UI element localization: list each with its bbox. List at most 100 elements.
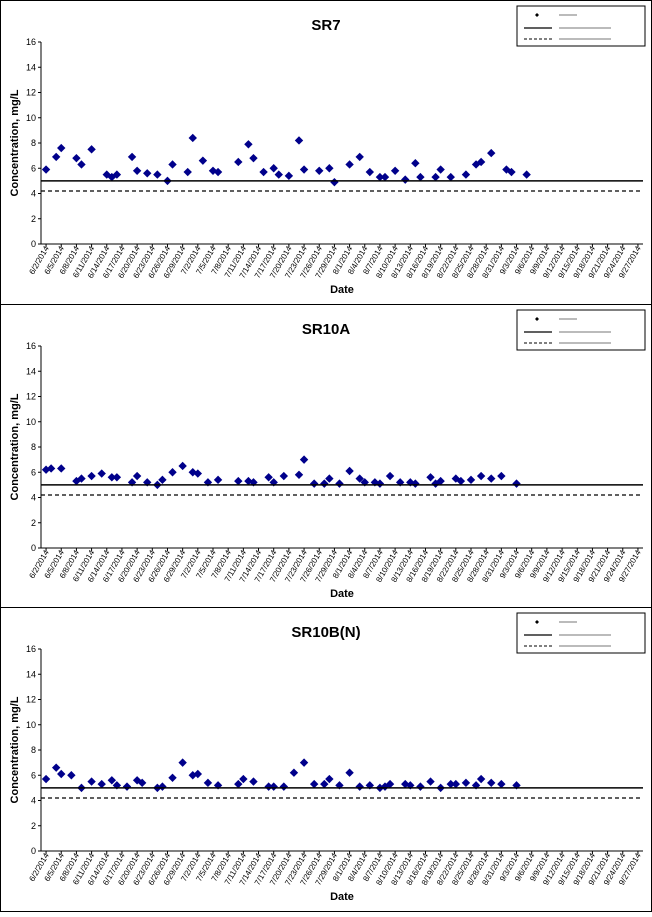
data-point bbox=[299, 758, 309, 767]
data-point bbox=[436, 476, 445, 486]
data-point bbox=[107, 776, 117, 785]
y-axis-label: Concentration, mg/L bbox=[9, 696, 21, 803]
data-point bbox=[67, 771, 76, 780]
data-point bbox=[97, 469, 106, 478]
data-point bbox=[375, 479, 385, 488]
data-point bbox=[512, 479, 521, 488]
y-tick-label: 2 bbox=[31, 518, 36, 528]
data-point bbox=[390, 166, 400, 175]
data-point bbox=[112, 473, 122, 482]
legend-marker-symbol bbox=[535, 13, 539, 17]
data-point bbox=[476, 157, 486, 167]
data-point bbox=[77, 160, 86, 169]
legend bbox=[516, 612, 646, 654]
y-tick-label: 6 bbox=[31, 163, 36, 173]
y-tick-label: 8 bbox=[31, 442, 36, 452]
data-point bbox=[335, 479, 344, 488]
data-point bbox=[451, 779, 461, 789]
chart-title: SR7 bbox=[311, 17, 340, 34]
y-tick-label: 4 bbox=[31, 493, 36, 503]
chart-title: SR10A bbox=[302, 321, 351, 338]
data-point bbox=[264, 473, 273, 482]
chart-sr7: SR702468101214166/2/20146/5/20146/8/2014… bbox=[9, 5, 646, 296]
data-point bbox=[77, 474, 86, 483]
data-point bbox=[309, 479, 319, 488]
data-point bbox=[522, 170, 531, 179]
data-point bbox=[234, 157, 243, 167]
data-point bbox=[168, 468, 177, 477]
data-point bbox=[294, 136, 304, 145]
data-point bbox=[476, 471, 486, 481]
data-point bbox=[320, 479, 329, 488]
data-point bbox=[309, 779, 319, 789]
data-point bbox=[274, 170, 283, 179]
y-tick-label: 0 bbox=[31, 846, 36, 856]
y-tick-label: 10 bbox=[26, 417, 36, 427]
data-series bbox=[41, 455, 521, 490]
y-tick-label: 10 bbox=[26, 113, 36, 123]
data-point bbox=[487, 148, 496, 158]
data-point bbox=[476, 774, 486, 784]
data-point bbox=[279, 471, 289, 481]
y-axis-label: Concentration, mg/L bbox=[9, 393, 21, 500]
x-axis-label: Date bbox=[330, 588, 354, 600]
data-point bbox=[365, 167, 375, 177]
data-point bbox=[487, 474, 496, 483]
data-point bbox=[249, 777, 258, 786]
data-point bbox=[497, 779, 506, 789]
y-tick-label: 8 bbox=[31, 745, 36, 755]
data-point bbox=[279, 782, 289, 791]
data-point bbox=[385, 471, 395, 481]
y-tick-label: 14 bbox=[26, 366, 36, 376]
data-point bbox=[213, 475, 223, 485]
y-tick-label: 6 bbox=[31, 467, 36, 477]
y-tick-label: 6 bbox=[31, 770, 36, 780]
y-tick-label: 14 bbox=[26, 62, 36, 72]
data-point bbox=[57, 143, 66, 153]
data-point bbox=[213, 167, 223, 177]
data-point bbox=[72, 153, 81, 163]
chart-panel-sr10a: SR10A 0 2 4 6 8 10 12 14 16 6/2/2014 6/5/2014 6/8/20… bbox=[1, 304, 651, 608]
data-point bbox=[401, 175, 410, 184]
data-point bbox=[380, 172, 390, 182]
data-point bbox=[411, 479, 420, 488]
data-point bbox=[320, 779, 329, 789]
data-point bbox=[461, 170, 471, 179]
data-point bbox=[487, 778, 496, 788]
data-point bbox=[355, 474, 364, 483]
data-point bbox=[102, 170, 111, 179]
data-point bbox=[325, 164, 334, 173]
y-tick-label: 10 bbox=[26, 720, 36, 730]
legend-marker-symbol bbox=[535, 317, 539, 321]
data-point bbox=[284, 171, 294, 181]
data-point bbox=[87, 145, 96, 154]
data-point bbox=[188, 133, 197, 143]
data-point bbox=[132, 166, 142, 175]
data-point bbox=[466, 475, 476, 485]
data-point bbox=[325, 474, 334, 483]
data-point bbox=[355, 782, 364, 791]
data-point bbox=[345, 768, 354, 777]
y-tick-label: 2 bbox=[31, 214, 36, 224]
data-point bbox=[461, 778, 471, 788]
chart-panel-sr10bn: SR10B(N) 0 2 4 6 8 10 12 14 16 6/2/2014 6/5/2014 6/8… bbox=[1, 607, 651, 912]
data-series bbox=[41, 758, 521, 793]
data-point bbox=[87, 777, 96, 786]
data-point bbox=[426, 777, 435, 786]
data-point bbox=[299, 455, 309, 464]
data-point bbox=[416, 782, 425, 791]
data-point bbox=[178, 461, 187, 471]
y-axis-label: Concentration, mg/L bbox=[9, 89, 21, 196]
data-point bbox=[57, 464, 66, 473]
chart-title: SR10B(N) bbox=[291, 624, 360, 641]
y-tick-label: 16 bbox=[26, 37, 36, 47]
data-point bbox=[97, 779, 106, 789]
y-tick-label: 8 bbox=[31, 138, 36, 148]
chart-panel-sr7: SR7 0 2 4 6 8 10 12 14 16 6/2/2014 6/5/2014 6/8/2014… bbox=[1, 1, 651, 304]
data-point bbox=[244, 140, 253, 149]
data-point bbox=[239, 774, 248, 784]
data-point bbox=[158, 475, 167, 485]
data-point bbox=[426, 473, 435, 482]
data-point bbox=[41, 165, 51, 174]
